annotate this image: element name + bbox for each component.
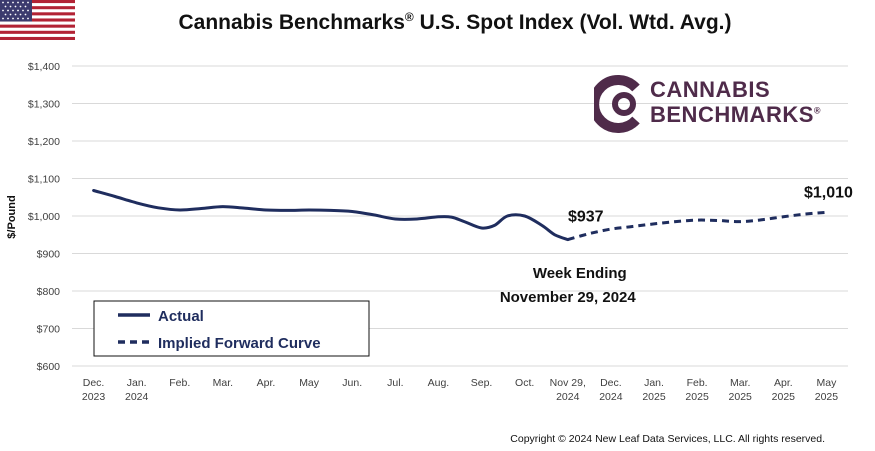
series-line-actual	[92, 189, 570, 242]
series-line-forward-curve	[567, 210, 827, 242]
x-tick-labels: Dec. 2023 Jan. 2024 Feb. Mar. Apr. May Jun. Jul. A…	[82, 377, 838, 403]
y-tick-label: $1,400	[28, 61, 60, 73]
series-lines	[92, 189, 827, 242]
logo-line-2-text: BENCHMARKS	[650, 102, 814, 127]
annotation-current-value: $937	[568, 209, 604, 226]
x-tick-label: May	[299, 377, 320, 389]
x-tick-label: Jul.	[387, 377, 403, 389]
x-tick-label: Feb.	[169, 377, 190, 389]
x-tick-label: 2025	[729, 391, 753, 403]
logo-c-icon	[594, 75, 640, 133]
y-tick-label: $1,000	[28, 211, 60, 223]
x-tick-label: Jan.	[127, 377, 147, 389]
y-tick-label: $700	[37, 324, 61, 336]
y-tick-label: $800	[37, 286, 61, 298]
x-tick-label: Jun.	[342, 377, 362, 389]
x-tick-label: Dec.	[83, 377, 105, 389]
y-tick-label: $1,200	[28, 136, 60, 148]
x-tick-label: 2023	[82, 391, 106, 403]
x-tick-label: 2025	[815, 391, 839, 403]
x-tick-label: Dec.	[600, 377, 622, 389]
annotation-week-date: November 29, 2024	[500, 289, 637, 306]
x-tick-label: Sep.	[471, 377, 493, 389]
x-tick-label: Mar.	[730, 377, 750, 389]
x-tick-label: May	[817, 377, 838, 389]
title-rest: U.S. Spot Index (Vol. Wtd. Avg.)	[413, 11, 732, 34]
x-tick-label: 2025	[685, 391, 709, 403]
x-tick-label: Oct.	[515, 377, 534, 389]
logo-registered-mark: ®	[813, 105, 822, 116]
title-main: Cannabis Benchmarks	[178, 11, 405, 34]
x-tick-label: 2024	[556, 391, 580, 403]
x-tick-label: 2025	[642, 391, 666, 403]
legend-box	[93, 300, 370, 357]
annotation-week-ending: Week Ending	[533, 265, 627, 282]
gridlines	[72, 65, 848, 367]
y-axis-label: $/Pound	[6, 195, 18, 238]
x-tick-label: 2025	[772, 391, 796, 403]
legend-actual-label: Actual	[158, 308, 204, 325]
y-tick-label: $1,100	[28, 174, 60, 186]
x-tick-label: Apr.	[257, 377, 276, 389]
us-flag-icon	[0, 0, 75, 40]
x-tick-label: Feb.	[687, 377, 708, 389]
legend: Actual Implied Forward Curve	[93, 300, 370, 357]
x-tick-label: Apr.	[774, 377, 793, 389]
y-tick-labels: $600 $700 $800 $900 $1,000 $1,100 $1,200 $1,300…	[28, 61, 60, 373]
annotations: $937 $1,010 Week Ending November 29, 2024	[500, 184, 853, 306]
x-tick-label: Jan.	[644, 377, 664, 389]
x-tick-label: Aug.	[428, 377, 450, 389]
y-tick-label: $1,300	[28, 99, 60, 111]
legend-forward-label: Implied Forward Curve	[158, 335, 321, 352]
title-registered-mark: ®	[404, 10, 414, 24]
logo-line-1: CANNABIS	[650, 77, 771, 102]
copyright-notice: Copyright © 2024 New Leaf Data Services,…	[510, 433, 825, 445]
x-tick-label: Nov 29,	[550, 377, 586, 389]
x-tick-label: 2024	[125, 391, 149, 403]
x-tick-label: 2024	[599, 391, 623, 403]
x-tick-label: Mar.	[213, 377, 233, 389]
y-tick-label: $600	[37, 361, 61, 373]
annotation-forward-end-value: $1,010	[804, 184, 853, 201]
y-tick-label: $900	[37, 249, 61, 261]
cannabis-benchmarks-logo: CANNABIS BENCHMARKS®	[594, 74, 834, 134]
chart-title: Cannabis Benchmarks® U.S. Spot Index (Vo…	[95, 10, 815, 35]
logo-line-2: BENCHMARKS®	[650, 102, 821, 128]
